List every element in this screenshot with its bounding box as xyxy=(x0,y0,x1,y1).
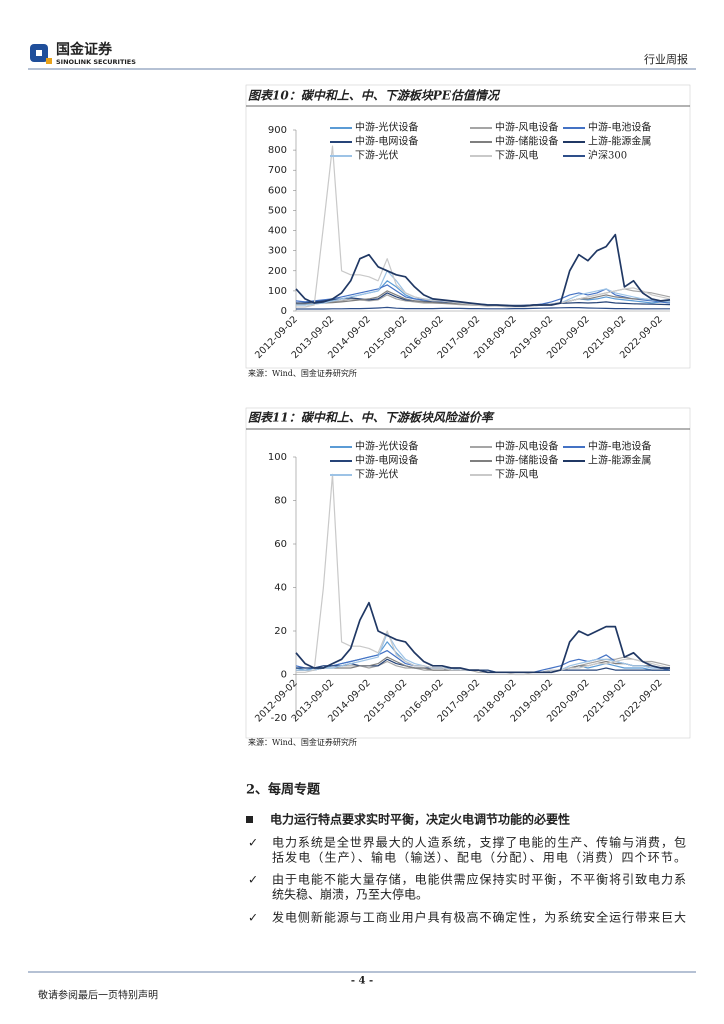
y-tick-label: 400 xyxy=(268,226,287,237)
legend-label: 上游-能源金属 xyxy=(588,135,651,148)
bullet-text: 发电侧新能源与工商业用户具有极高不确定性，为系统安全运行带来巨大 xyxy=(272,910,686,925)
bullet-text: 统失稳、崩溃，乃至大停电。 xyxy=(272,887,428,902)
check-mark: ✓ xyxy=(248,836,258,850)
legend-label: 中游-风电设备 xyxy=(495,440,558,453)
bullet-text: 由于电能不能大量存储，电能供需应保持实时平衡，不平衡将引致电力系 xyxy=(272,872,686,887)
logo xyxy=(30,44,52,64)
y-tick-label: 0 xyxy=(281,306,287,317)
y-tick-label: 900 xyxy=(268,125,287,136)
series-line xyxy=(296,658,670,673)
legend-label: 下游-光伏 xyxy=(355,468,398,481)
series-line xyxy=(295,233,671,307)
disclaimer: 敬请参阅最后一页特别声明 xyxy=(38,989,158,1002)
legend-label: 中游-储能设备 xyxy=(495,135,558,148)
logo-icon-inner xyxy=(36,50,42,56)
check-mark: ✓ xyxy=(248,873,258,887)
key-point: 电力运行特点要求实时平衡，决定火电调节功能的必要性 xyxy=(270,812,570,827)
logo-en: SINOLINK SECURITIES xyxy=(56,58,136,66)
y-tick-label: 500 xyxy=(268,205,287,216)
legend-label: 下游-风电 xyxy=(495,468,538,481)
y-tick-label: 20 xyxy=(274,626,287,637)
y-tick-label: 700 xyxy=(268,165,287,176)
chart-title: 图表10：碳中和上、中、下游板块PE估值情况 xyxy=(248,89,501,103)
y-tick-label: 40 xyxy=(274,583,287,594)
y-tick-label: 300 xyxy=(268,246,287,257)
y-tick-label: -20 xyxy=(271,713,287,724)
legend-label: 中游-风电设备 xyxy=(495,121,558,134)
series-line xyxy=(296,145,671,308)
chart-frame xyxy=(245,407,691,739)
section-heading: 2、每周专题 xyxy=(246,782,321,798)
legend-label: 中游-储能设备 xyxy=(495,454,558,467)
legend-label: 上游-能源金属 xyxy=(588,454,651,467)
chart-title: 图表11：碳中和上、中、下游板块风险溢价率 xyxy=(248,411,495,425)
y-tick-label: 80 xyxy=(274,496,287,507)
legend-label: 中游-光伏设备 xyxy=(355,121,418,134)
logo-cn: 国金证券 xyxy=(56,41,113,58)
y-tick-label: 100 xyxy=(268,452,287,463)
chart-source: 来源：Wind、国金证券研究所 xyxy=(248,368,357,378)
y-tick-label: 200 xyxy=(268,266,287,277)
legend-label: 沪深300 xyxy=(588,149,627,162)
legend-label: 中游-电池设备 xyxy=(588,440,651,453)
y-tick-label: 0 xyxy=(281,670,287,681)
series-line xyxy=(296,306,670,310)
legend-label: 中游-电池设备 xyxy=(588,121,651,134)
report-type: 行业周报 xyxy=(644,52,688,66)
square-bullet xyxy=(246,816,253,823)
legend-label: 中游-光伏设备 xyxy=(355,440,418,453)
legend-label: 下游-光伏 xyxy=(355,149,398,162)
y-tick-label: 60 xyxy=(274,539,287,550)
logo-icon-accent xyxy=(46,58,52,64)
legend-label: 中游-电网设备 xyxy=(355,135,418,148)
y-tick-label: 600 xyxy=(268,185,287,196)
chart-source: 来源：Wind、国金证券研究所 xyxy=(248,737,357,747)
page-number: - 4 - xyxy=(351,976,373,987)
series-line xyxy=(295,601,670,674)
legend-label: 下游-风电 xyxy=(495,149,538,162)
y-tick-label: 100 xyxy=(268,286,287,297)
legend-label: 中游-电网设备 xyxy=(355,454,418,467)
y-tick-label: 800 xyxy=(268,145,287,156)
check-mark: ✓ xyxy=(248,911,258,925)
series-line xyxy=(296,632,670,673)
chart-frame xyxy=(245,84,691,369)
bullet-text: 电力系统是全世界最大的人造系统，支撑了电能的生产、传输与消费，包 xyxy=(272,835,686,850)
bullet-text: 括发电（生产）、输电（输送）、配电（分配）、用电（消费）四个环节。 xyxy=(272,850,686,865)
